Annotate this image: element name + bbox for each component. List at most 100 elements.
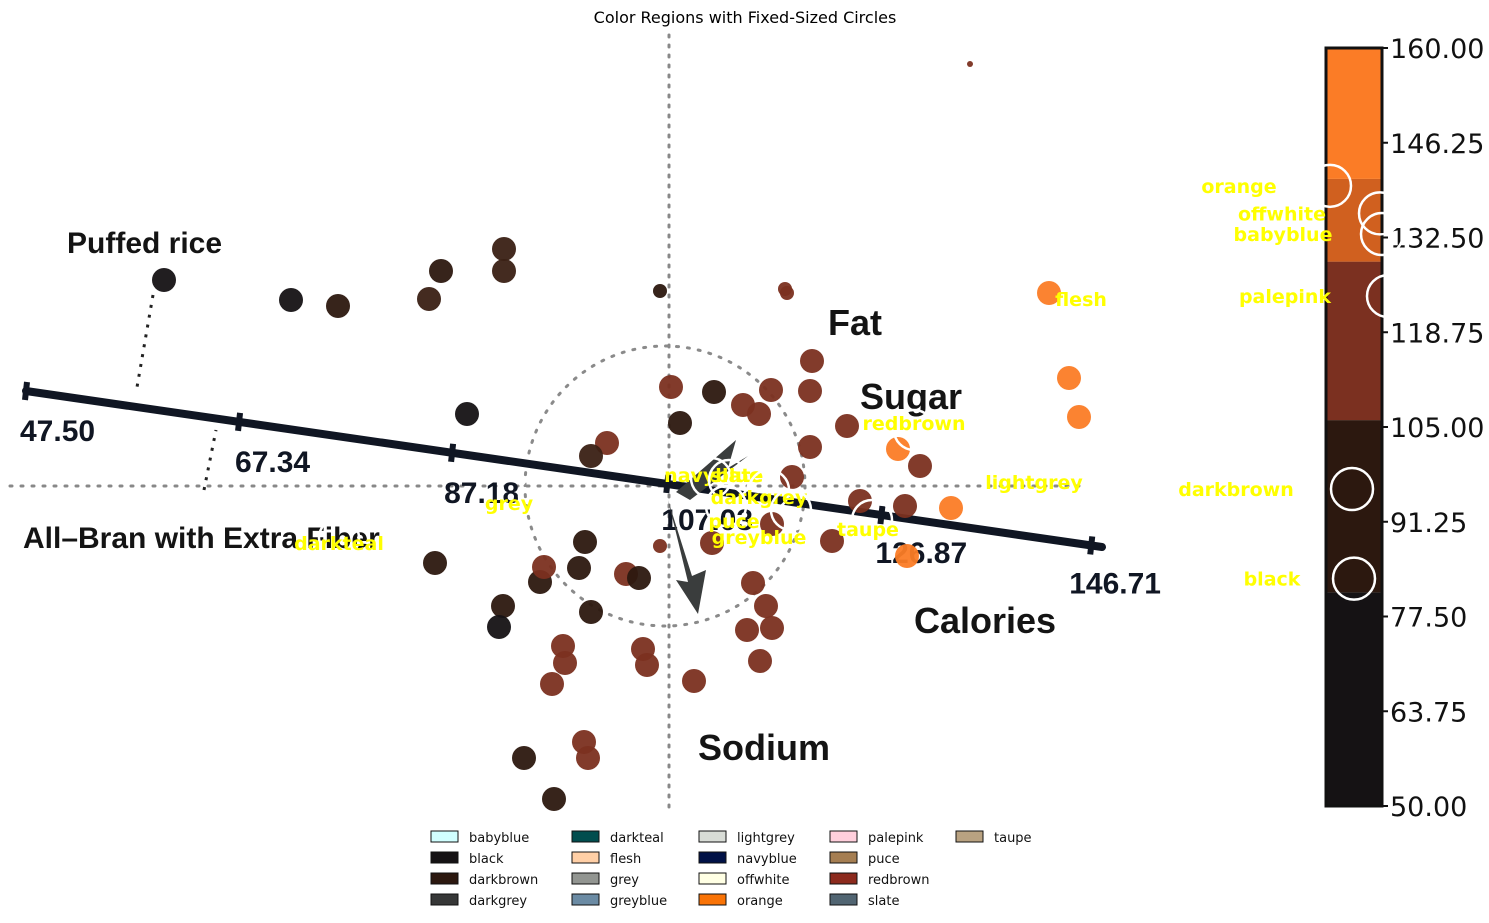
scatter-point <box>540 672 564 696</box>
colorbar-tick-label: 132.50 <box>1390 224 1484 255</box>
colorbar-tick-label: 77.50 <box>1390 603 1467 634</box>
scatter-point <box>668 411 692 435</box>
scatter-point <box>576 746 600 770</box>
region-marker-ring <box>1040 461 1084 505</box>
scatter-point <box>848 489 872 513</box>
legend-swatch <box>829 872 858 885</box>
scatter-point <box>886 437 910 461</box>
legend-swatch <box>430 893 459 906</box>
scatter-point <box>487 615 511 639</box>
correlation-circle <box>523 344 807 628</box>
legend-swatch <box>698 893 727 906</box>
region-marker-label: redbrown <box>863 413 966 435</box>
scatter-point <box>835 414 859 438</box>
scatter-point <box>798 435 822 459</box>
colorbar-tick-label: 118.75 <box>1390 318 1484 349</box>
colorbar-band <box>1326 420 1382 593</box>
scatter-point <box>532 555 556 579</box>
scatter-point <box>492 259 516 283</box>
legend-label: slate <box>868 894 899 909</box>
colorbar-tick-label: 160.00 <box>1390 34 1484 65</box>
colorbar-marker-ring <box>1331 556 1377 601</box>
label-calories: Calories <box>914 600 1056 641</box>
legend-swatch <box>829 893 858 906</box>
legend-swatch <box>430 851 459 864</box>
scatter-point <box>967 61 973 67</box>
scatter-point <box>455 402 479 426</box>
legend-label: navyblue <box>737 852 797 867</box>
scatter-point <box>567 556 591 580</box>
colorbar-band <box>1326 48 1382 179</box>
legend-label: puce <box>868 852 900 867</box>
legend-label: taupe <box>994 831 1032 846</box>
chart-title: Color Regions with Fixed-Sized Circles <box>594 8 897 27</box>
scatter-point <box>1057 366 1081 390</box>
scatter-point <box>653 284 667 298</box>
scatter-point <box>152 268 176 292</box>
scatter-layer <box>152 61 1091 811</box>
legend-label: darkteal <box>610 831 664 846</box>
scatter-point <box>893 494 917 518</box>
colorbar-ticks: 160.00 146.25 132.50 118.75 105.00 91.25 77.50… <box>1382 34 1484 823</box>
scatter-point <box>760 616 784 640</box>
colorbar-marker-ring <box>1357 191 1403 236</box>
scatter-point <box>492 237 516 261</box>
colorbar-marker-label: babyblue <box>1234 224 1333 246</box>
scatter-point <box>759 378 783 402</box>
axis-tick <box>448 443 457 463</box>
label-puffed-rice: Puffed rice <box>67 227 222 260</box>
legend-label: black <box>469 852 504 867</box>
scatter-point <box>553 651 577 675</box>
legend-swatch <box>955 830 984 843</box>
axis-tick-label: 47.50 <box>20 415 95 448</box>
axis-tick-label: 126.87 <box>875 537 967 570</box>
axis-tick <box>877 505 886 525</box>
scatter-point <box>326 294 350 318</box>
region-marker-label: puce <box>708 511 759 533</box>
legend-swatch <box>829 851 858 864</box>
scatter-point <box>682 669 706 693</box>
colorbar-marker-ring <box>1359 211 1405 257</box>
colorbar-band <box>1326 261 1382 421</box>
scatter-point <box>429 259 453 283</box>
scatter-point <box>780 286 794 300</box>
scatter-point <box>1067 405 1091 429</box>
legend-label: flesh <box>610 852 641 867</box>
region-marker-ring <box>892 408 936 452</box>
legend-label: grey <box>610 873 639 888</box>
all-bran-projection <box>202 429 218 491</box>
scatter-point <box>279 288 303 312</box>
scatter-point <box>754 594 778 618</box>
colorbar-marker-label: black <box>1244 569 1301 591</box>
scatter-point <box>417 287 441 311</box>
scatter-point <box>579 600 603 624</box>
legend-label: lightgrey <box>737 831 795 846</box>
label-fat: Fat <box>828 302 882 343</box>
region-marker-ring <box>317 516 361 560</box>
scatter-point <box>895 544 919 568</box>
colorbar-tick-label: 50.00 <box>1390 792 1467 823</box>
region-marker-label: greyblue <box>712 527 807 549</box>
legend-label: redbrown <box>868 873 929 888</box>
scatter-point <box>542 787 566 811</box>
colorbar-marker-ring <box>1329 466 1375 512</box>
colorbar-band <box>1326 178 1382 262</box>
legend-label: darkgrey <box>469 894 527 909</box>
scatter-point <box>939 496 963 520</box>
legend-label: orange <box>737 894 783 909</box>
legend-swatch <box>571 872 600 885</box>
region-marker-ring <box>769 488 813 532</box>
region-marker-label: navyblue <box>664 465 762 487</box>
colorbar-bands <box>1326 48 1382 806</box>
scatter-point <box>820 529 844 553</box>
region-marker-label: taupe <box>837 519 899 541</box>
legend-swatch <box>430 872 459 885</box>
scatter-point <box>748 649 772 673</box>
calibrated-axis <box>22 387 1106 551</box>
region-marker-ring <box>1067 280 1111 324</box>
scatter-point <box>627 566 651 590</box>
legend-swatch <box>698 872 727 885</box>
